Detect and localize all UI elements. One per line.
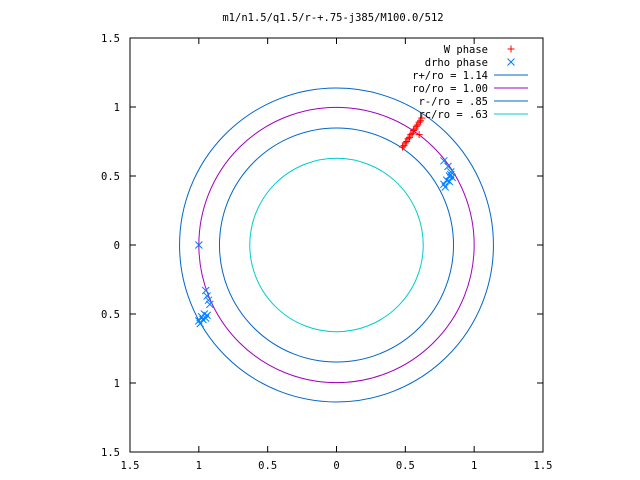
w-phase-point xyxy=(407,131,415,139)
drho-phase-point xyxy=(203,292,211,300)
w-phase-point xyxy=(412,122,420,130)
w-phase-point xyxy=(404,135,412,143)
drho-phase-point xyxy=(445,177,454,186)
y-tick-label: 0.5 xyxy=(101,309,120,321)
legend-label: rc/ro = .63 xyxy=(418,109,488,121)
legend-marker xyxy=(507,58,515,66)
drho-phase-point xyxy=(446,170,455,179)
drho-phase-point xyxy=(441,183,450,191)
y-tick-label: 1.5 xyxy=(101,33,120,45)
drho-phase-point xyxy=(203,311,211,320)
w-phase-point xyxy=(418,114,426,122)
data-points xyxy=(194,114,456,328)
axis-ticks: 1.5 1 0.5 0 0.5 1 1.51.510.500.511.5 xyxy=(101,33,552,472)
w-phase-point xyxy=(415,131,423,139)
drho-phase-point xyxy=(444,162,452,171)
drho-phase-point xyxy=(204,296,213,305)
y-tick-label: 1 xyxy=(114,102,120,114)
x-tick-label: 1.5 xyxy=(121,460,140,472)
drho-phase-point xyxy=(194,241,203,249)
x-tick-label: 0 xyxy=(333,460,339,472)
y-tick-label: 1 xyxy=(114,378,120,390)
w-phase-point xyxy=(410,126,418,134)
circle-r-1.14 xyxy=(179,87,494,403)
circle-r-0.85 xyxy=(218,127,455,363)
reference-circles xyxy=(179,87,494,403)
legend-label: r+/ro = 1.14 xyxy=(412,70,488,82)
y-tick-label: 0 xyxy=(114,240,120,252)
w-phase-point xyxy=(399,143,407,151)
legend-label: W phase xyxy=(444,44,488,56)
legend-marker xyxy=(507,45,515,53)
x-tick-label: 1 xyxy=(471,460,477,472)
drho-phase-point xyxy=(440,156,448,165)
legend-label: ro/ro = 1.00 xyxy=(412,83,488,95)
x-tick-label: 0.5 xyxy=(396,460,415,472)
x-tick-label: 1 xyxy=(196,460,202,472)
chart-title: m1/n1.5/q1.5/r-+.75-j385/M100.0/512 xyxy=(222,12,443,24)
circle-r-1 xyxy=(198,106,475,384)
legend-label: drho phase xyxy=(425,57,488,69)
drho-phase-point xyxy=(205,300,214,309)
w-phase-point xyxy=(415,118,423,126)
y-tick-label: 0.5 xyxy=(101,171,120,183)
w-phase-point xyxy=(401,139,409,147)
x-tick-label: 1.5 xyxy=(534,460,553,472)
legend-label: r-/ro = .85 xyxy=(418,96,488,108)
x-tick-label: 0.5 xyxy=(258,460,277,472)
y-tick-label: 1.5 xyxy=(101,447,120,459)
circle-r-0.63 xyxy=(249,157,424,333)
